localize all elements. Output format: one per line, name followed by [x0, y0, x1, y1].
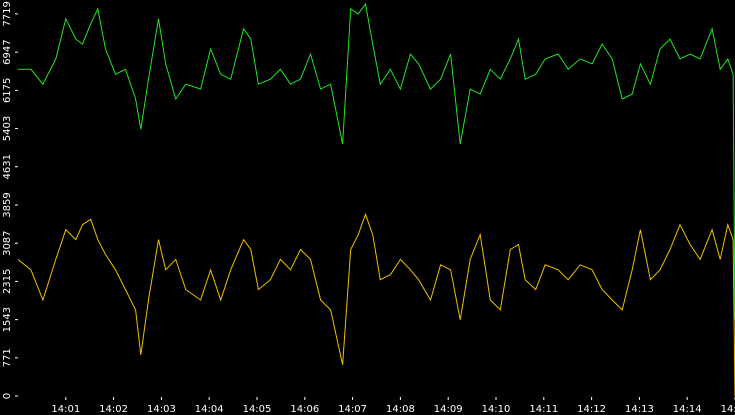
y-tick-label: 0	[2, 393, 13, 399]
x-tick-label: 14:02	[99, 404, 128, 415]
y-tick-label: 7719	[2, 1, 13, 26]
x-tick-label: 14:04	[195, 404, 224, 415]
x-tick-label: 14:13	[625, 404, 654, 415]
series-line	[17, 212, 735, 397]
x-tick-label: 14:08	[386, 404, 415, 415]
y-tick-label: 771	[2, 348, 13, 367]
x-tick-label: 14:03	[147, 404, 176, 415]
x-tick-label: 14:09	[434, 404, 463, 415]
x-tick-label: 14:12	[577, 404, 606, 415]
x-tick-label: 14:11	[529, 404, 558, 415]
y-tick-label: 2315	[2, 269, 13, 294]
y-tick-label: 6175	[2, 78, 13, 103]
x-tick-label: 14:14	[673, 404, 702, 415]
x-tick-label: 14:06	[290, 404, 319, 415]
y-tick-label: 5403	[2, 116, 13, 141]
y-tick-label: 3087	[2, 230, 13, 255]
x-tick-label: 14:01	[51, 404, 80, 415]
y-tick-label: 6947	[2, 39, 13, 64]
y-tick-label: 3859	[2, 192, 13, 217]
x-tick-label: 14:05	[243, 404, 272, 415]
y-tick-label: 1543	[2, 307, 13, 332]
y-tick-label: 4631	[2, 154, 13, 179]
x-tick-label: 14:10	[482, 404, 511, 415]
x-tick-label: 14:07	[338, 404, 367, 415]
x-tick-label: 14:15	[721, 404, 735, 415]
series-line	[18, 2, 735, 320]
